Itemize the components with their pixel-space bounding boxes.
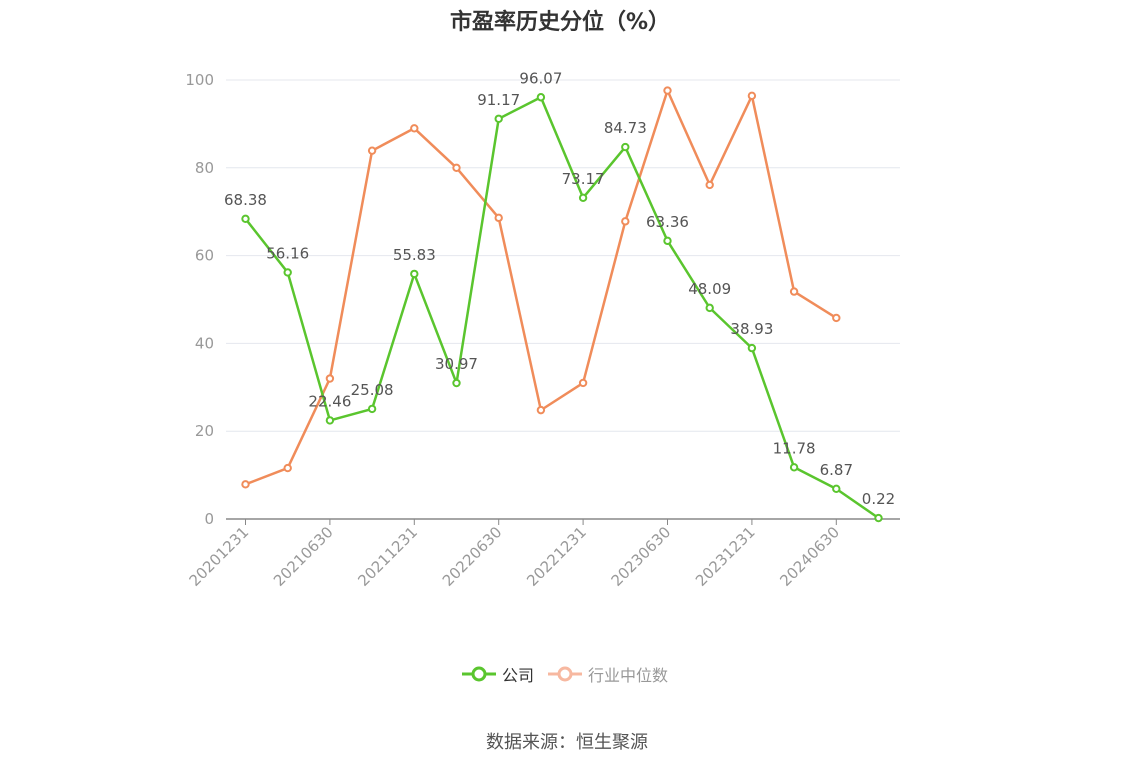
legend-line-marker-icon	[548, 666, 583, 682]
data-label: 48.09	[688, 280, 731, 298]
data-point-company	[452, 378, 461, 388]
data-label: 63.36	[646, 213, 689, 231]
data-label: 22.46	[308, 392, 351, 410]
legend-label-industry: 行业中位数	[588, 666, 669, 685]
data-label: 68.38	[224, 191, 267, 209]
data-label: 6.87	[820, 461, 853, 479]
data-point-company	[747, 343, 757, 353]
x-tick-label: 20211231	[354, 523, 421, 590]
data-point-company	[283, 268, 292, 277]
data-label: 84.73	[604, 119, 647, 137]
x-tick-label: 20221231	[523, 523, 590, 590]
data-label: 91.17	[477, 91, 520, 109]
data-point-industry	[452, 163, 461, 173]
y-tick-label: 40	[195, 334, 214, 352]
grid-layer	[226, 79, 900, 432]
y-tick-label: 20	[195, 422, 214, 440]
data-point-company	[832, 484, 841, 494]
chart-legend: 公司 行业中位数	[462, 662, 682, 686]
data-label: 56.16	[266, 244, 309, 262]
data-point-industry	[536, 405, 546, 415]
data-label: 73.17	[562, 170, 605, 188]
data-point-company	[874, 513, 883, 523]
data-label: 11.78	[773, 439, 816, 457]
data-point-industry	[578, 378, 588, 388]
data-point-industry	[241, 480, 250, 489]
y-tick-label: 60	[195, 247, 214, 265]
series-line-company	[244, 96, 880, 520]
data-source: 数据来源：恒生聚源	[486, 732, 648, 753]
data-label: 30.97	[435, 355, 478, 373]
x-tick-label: 20210630	[270, 523, 337, 590]
data-point-company	[663, 236, 672, 246]
data-point-industry	[283, 463, 292, 473]
data-point-company	[578, 193, 588, 202]
x-tick-label: 20240630	[776, 523, 843, 590]
y-tick-label: 0	[204, 510, 214, 528]
data-label: 55.83	[393, 246, 436, 264]
data-label: 25.08	[351, 381, 394, 399]
data-point-company	[621, 142, 630, 152]
data-label: 0.22	[862, 490, 895, 508]
axis-layer: 0 20 40 60 80 100 20201231 20210630 20211231 2022…	[185, 71, 900, 590]
data-point-industry	[663, 86, 672, 95]
y-tick-label: 100	[185, 71, 214, 89]
data-point-industry	[747, 91, 757, 101]
series-line-industry	[245, 89, 837, 486]
data-point-industry	[410, 124, 419, 133]
x-tick-label: 20201231	[186, 523, 253, 590]
data-label: 38.93	[730, 320, 773, 338]
chart-title: 市盈率历史分位（%）	[449, 10, 671, 35]
data-point-company	[367, 404, 377, 414]
data-point-company	[536, 93, 546, 102]
data-point-company	[705, 303, 714, 313]
data-point-industry	[705, 180, 714, 190]
data-point-company	[494, 114, 503, 123]
data-point-company	[325, 416, 335, 425]
data-point-industry	[367, 146, 377, 155]
legend-label-company: 公司	[502, 666, 535, 685]
legend-item-industry[interactable]: 行业中位数	[548, 662, 668, 686]
data-point-industry	[832, 313, 841, 323]
data-point-company	[241, 214, 250, 224]
data-point-industry	[621, 217, 630, 226]
data-point-industry	[325, 374, 335, 383]
y-tick-label: 80	[195, 159, 214, 177]
line-chart: 0 20 40 60 80 100 20201231 20210630 20211231 2022…	[185, 69, 900, 590]
legend-line-marker-icon	[462, 666, 496, 682]
data-point-industry	[494, 213, 503, 223]
series-layer	[241, 86, 883, 523]
x-tick-label: 20220630	[439, 523, 506, 590]
data-point-company	[789, 463, 799, 472]
data-label: 96.07	[519, 69, 562, 87]
legend-item-company[interactable]: 公司	[462, 662, 534, 686]
data-point-company	[410, 269, 419, 279]
x-tick-label: 20230630	[608, 523, 675, 590]
x-tick-label: 20231231	[692, 523, 759, 590]
data-point-industry	[789, 287, 799, 296]
